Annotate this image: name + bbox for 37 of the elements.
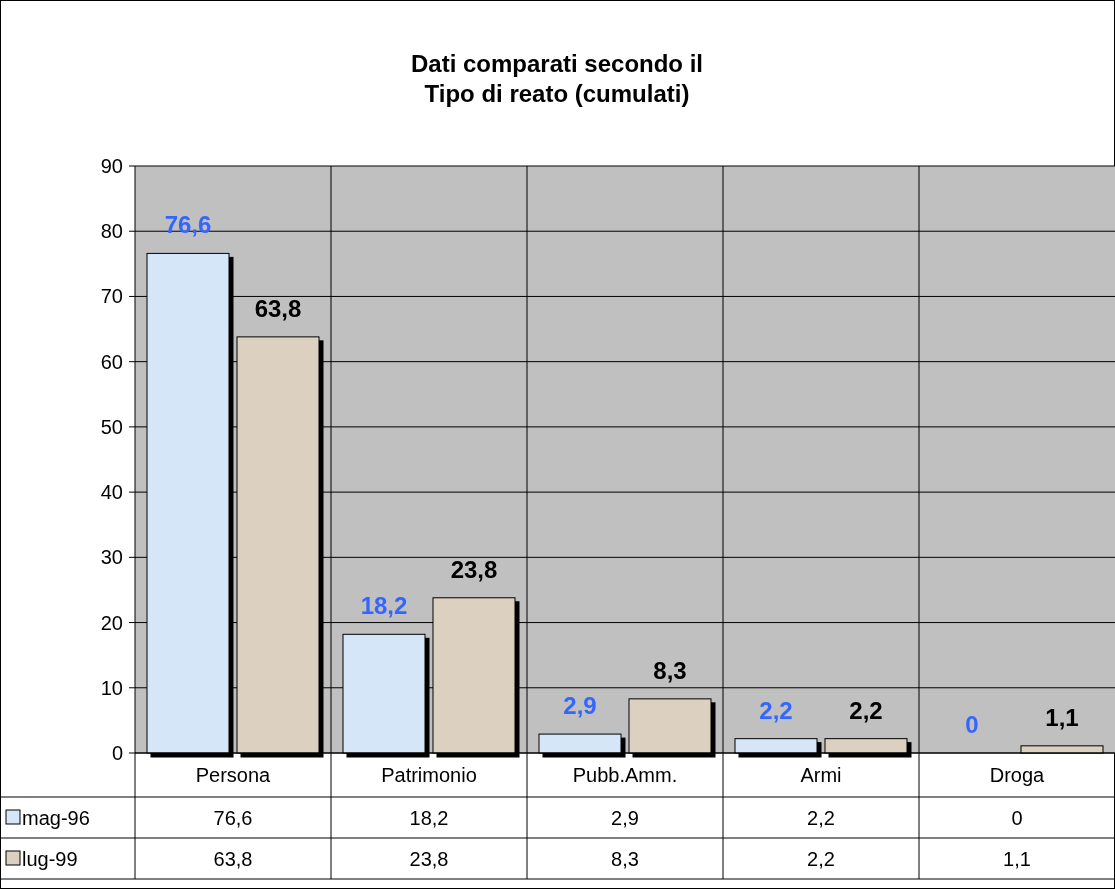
data-label: 23,8 bbox=[409, 848, 449, 870]
y-tick-label: 20 bbox=[100, 611, 123, 634]
data-label: 8,3 bbox=[611, 848, 639, 870]
text: 2,9 bbox=[563, 692, 597, 720]
data-label: 0 bbox=[1011, 807, 1023, 829]
y-tick-label: 80 bbox=[100, 220, 123, 243]
data-label: 76,6 bbox=[213, 807, 253, 829]
x-tick-label: Pubb.Amm. bbox=[572, 764, 678, 786]
text: 2,2 bbox=[849, 696, 883, 724]
data-label: 2,9 bbox=[611, 807, 639, 829]
chart-title: Dati comparati secondo il Tipo di reato (cumulati) bbox=[410, 50, 704, 107]
x-tick-label: Persona bbox=[195, 764, 272, 786]
text: 63,8 bbox=[254, 294, 302, 322]
legend-label: mag-96 bbox=[22, 807, 90, 829]
text: 23,8 bbox=[450, 555, 498, 583]
text: 18,2 bbox=[360, 592, 408, 620]
y-tick-label: 30 bbox=[100, 546, 123, 569]
x-tick-label: Patrimonio bbox=[381, 764, 477, 786]
text: 0 bbox=[965, 711, 979, 738]
y-tick-label: 60 bbox=[100, 350, 123, 373]
data-label: 18,2 bbox=[409, 807, 449, 829]
x-tick-label: Droga bbox=[989, 764, 1046, 786]
x-tick-label: Armi bbox=[800, 764, 842, 786]
text: 2,2 bbox=[759, 696, 793, 724]
data-label: 2,2 bbox=[807, 848, 835, 870]
y-tick-label: 10 bbox=[100, 676, 123, 699]
text: 1,1 bbox=[1045, 703, 1079, 731]
y-tick-label: 50 bbox=[100, 415, 123, 438]
data-label: 1,1 bbox=[1003, 848, 1031, 870]
y-tick-label: 90 bbox=[100, 155, 123, 177]
y-tick-label: 70 bbox=[100, 285, 123, 308]
data-label: 2,2 bbox=[807, 807, 835, 829]
data-label: 63,8 bbox=[213, 848, 253, 870]
text: 8,3 bbox=[653, 656, 687, 684]
y-tick-label: 40 bbox=[100, 481, 123, 504]
legend-label: lug-99 bbox=[22, 848, 78, 870]
y-tick-label: 0 bbox=[111, 742, 123, 764]
